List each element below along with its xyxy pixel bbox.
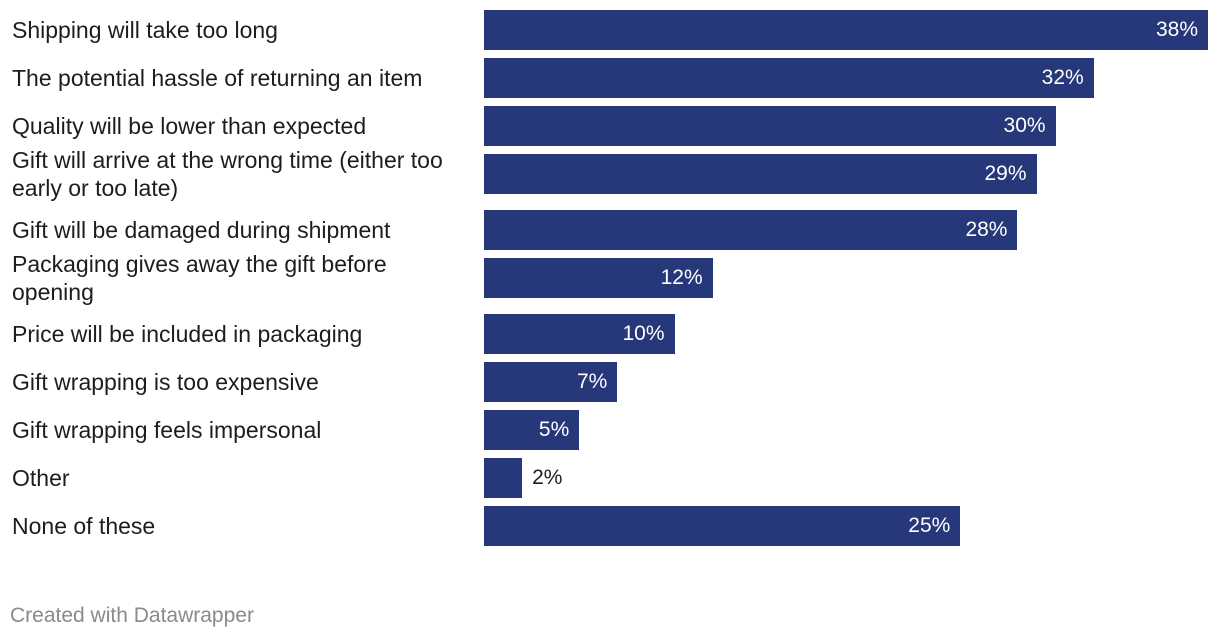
category-label: Other [12,465,70,491]
bar [484,410,580,450]
bar [484,458,523,498]
bar [484,210,1018,250]
value-label: 38% [1155,18,1198,41]
category-label: The potential hassle of returning an ite… [12,65,423,91]
category-label: Gift will arrive at the wrong time (eith… [12,147,443,201]
category-label: Shipping will take too long [12,17,278,43]
value-label: 30% [1003,114,1046,137]
bar [484,58,1094,98]
category-label: Gift will be damaged during shipment [12,217,391,243]
value-label: 28% [965,218,1008,241]
value-label: 29% [984,162,1027,185]
category-label: Quality will be lower than expected [12,113,367,139]
value-label: 10% [622,322,665,345]
category-label: Gift wrapping is too expensive [12,369,319,395]
value-label: 32% [1041,66,1084,89]
bar [484,154,1037,194]
bar [484,10,1208,50]
value-label: 25% [908,514,951,537]
bar [484,314,675,354]
category-label: Gift wrapping feels impersonal [12,417,322,443]
category-label: Price will be included in packaging [12,321,363,347]
datawrapper-credit: Created with Datawrapper [10,604,254,627]
category-label: Packaging gives away the gift before ope… [12,251,387,305]
bar [484,506,961,546]
value-label: 2% [532,466,563,489]
category-label: None of these [12,513,156,539]
bar [484,106,1056,146]
bar [484,362,618,402]
bar-chart: Shipping will take too long 38% The potent… [12,10,1208,546]
value-label: 12% [660,266,703,289]
value-label: 5% [538,418,570,441]
bar [484,258,713,298]
value-label: 7% [577,370,608,393]
